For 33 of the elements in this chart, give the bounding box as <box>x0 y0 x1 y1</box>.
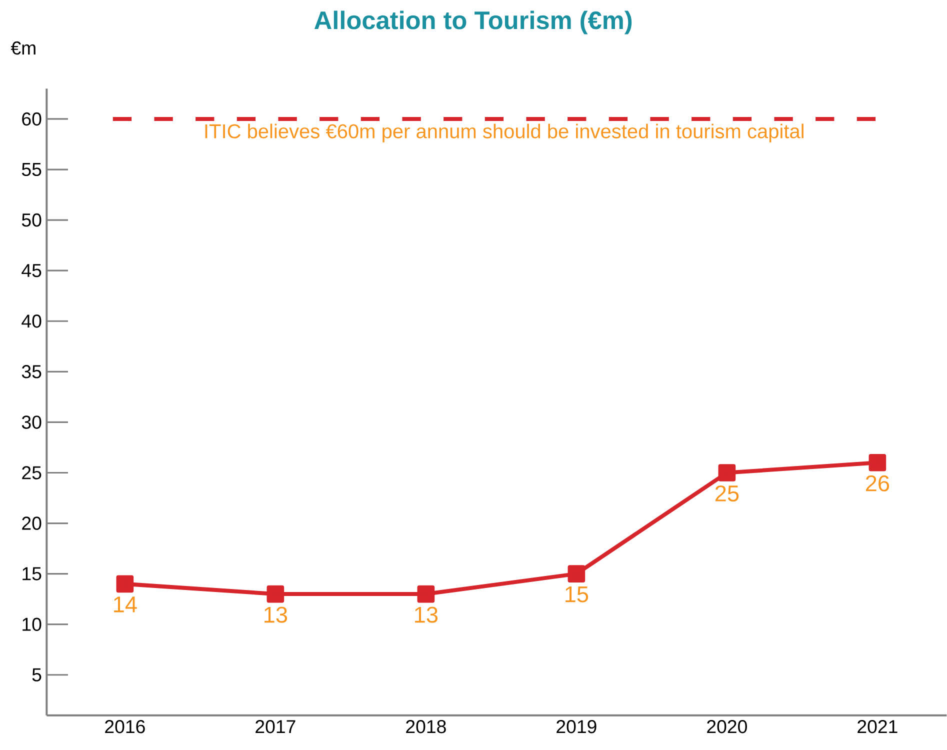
data-label: 15 <box>566 586 588 602</box>
x-tick-label: 2018 <box>406 720 446 734</box>
x-tick-label: 2019 <box>556 720 596 734</box>
x-tick-label: 2020 <box>707 720 747 734</box>
y-tick-label: 55 <box>22 163 42 176</box>
y-tick-label: 20 <box>22 516 42 530</box>
chart-title: Allocation to Tourism (€m) <box>314 10 632 34</box>
y-axis-title: €m <box>10 41 36 55</box>
x-tick-label: 2016 <box>105 720 145 734</box>
y-tick-label: 15 <box>22 567 42 580</box>
x-tick-label: 2021 <box>858 720 898 734</box>
x-tick-label: 2017 <box>256 720 296 734</box>
point <box>718 464 736 482</box>
y-tick-label: 10 <box>22 618 42 631</box>
data-label: 25 <box>715 485 739 502</box>
data-label: 13 <box>415 606 438 623</box>
y-tick-label: 30 <box>22 416 42 429</box>
point <box>116 575 134 593</box>
y-tick-label: 60 <box>22 112 42 126</box>
data-label: 13 <box>264 606 288 623</box>
data-label: 14 <box>114 596 137 612</box>
data-label: 26 <box>866 475 890 492</box>
y-tick-label: 50 <box>22 213 42 227</box>
y-tick-label: 25 <box>22 466 42 480</box>
y-tick-label: 40 <box>22 314 42 328</box>
y-tick-label: 35 <box>22 365 42 378</box>
y-tick-label: 45 <box>22 264 42 278</box>
point <box>868 454 886 472</box>
point <box>417 585 435 603</box>
point <box>266 585 284 603</box>
y-tick-label: 5 <box>32 668 42 682</box>
ref-line-label: ITIC believes €60m per annum should be invested in tourism capital <box>205 124 804 142</box>
point <box>568 565 586 582</box>
